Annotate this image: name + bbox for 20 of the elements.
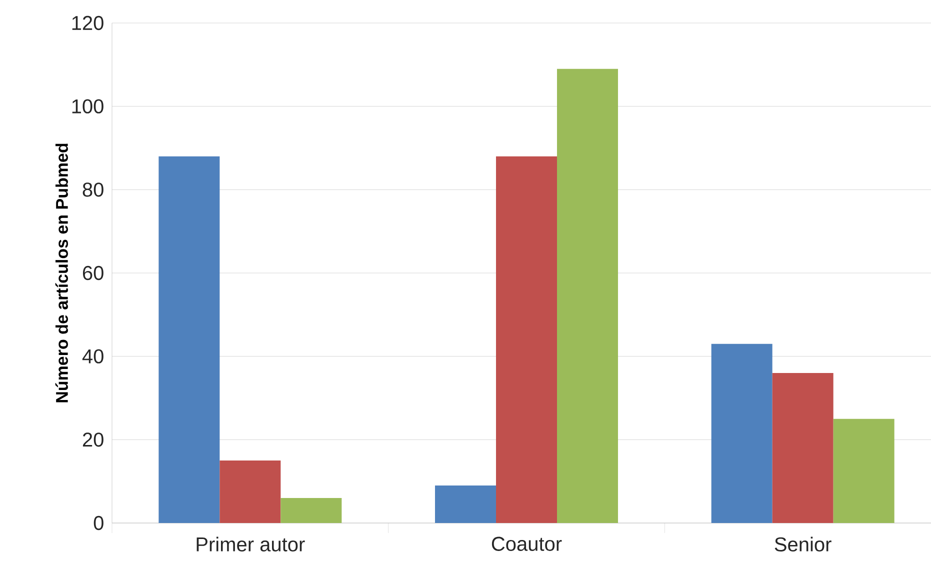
y-tick-label: 100 (72, 99, 104, 114)
y-tick-label: 60 (82, 266, 104, 280)
bar (711, 344, 772, 523)
x-tick-label: Coautor (492, 536, 562, 551)
bar (772, 373, 834, 523)
bar (280, 498, 342, 523)
y-axis-title: Número de artículos en Pubmed (55, 144, 68, 402)
x-tick-label: Primer autor (196, 536, 305, 552)
bar (435, 486, 496, 523)
bar (557, 68, 618, 523)
bar (220, 460, 281, 523)
y-tick-label: 0 (94, 516, 104, 530)
bar (158, 156, 220, 523)
y-tick-label: 20 (82, 432, 104, 447)
y-tick-label: 40 (82, 349, 104, 364)
bar (833, 418, 894, 523)
x-tick-label: Senior (774, 536, 832, 552)
y-tick-label: 80 (82, 182, 104, 197)
bar (496, 156, 558, 523)
y-tick-label: 120 (72, 16, 104, 30)
